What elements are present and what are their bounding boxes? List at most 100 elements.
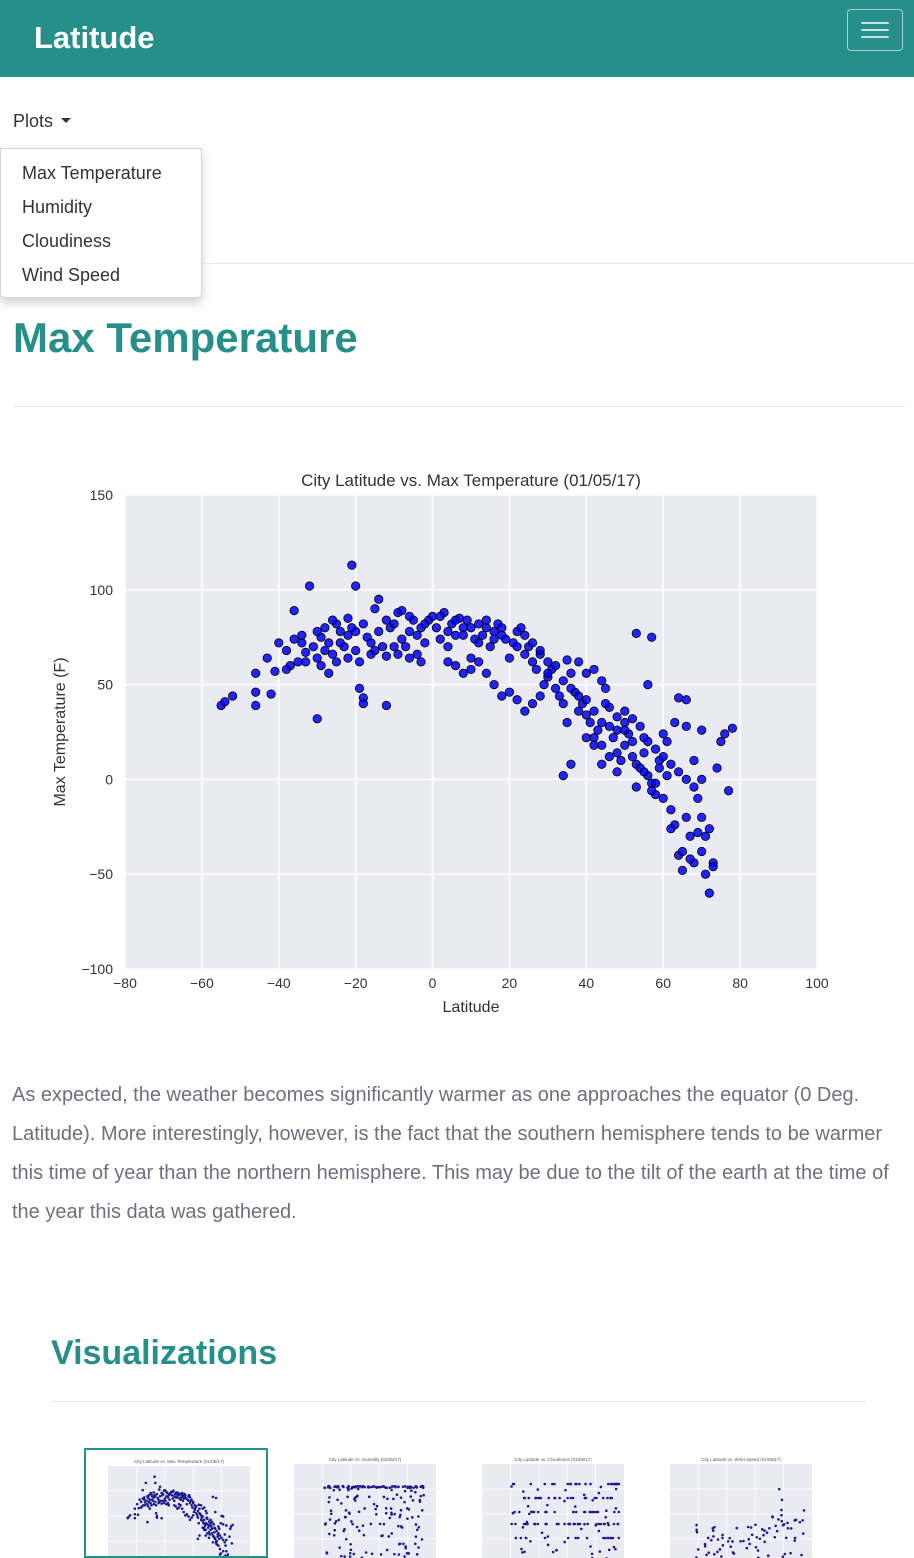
thumbnail-cloudiness[interactable]: City Latitude vs. Cloudiness (01/05/17) — [460, 1448, 644, 1558]
thumbnail-point — [404, 1490, 407, 1493]
thumbnail-point — [697, 1548, 700, 1551]
thumbnail-point — [615, 1488, 618, 1491]
thumbnail-max-temperature[interactable]: City Latitude vs. Max Temperature (01/05… — [84, 1448, 268, 1558]
thumbnail-point — [801, 1519, 804, 1522]
thumbnail-point — [727, 1540, 730, 1543]
scatter-point — [690, 756, 698, 764]
scatter-point — [486, 642, 494, 650]
thumbnail-point — [754, 1523, 757, 1526]
thumbnail-point — [146, 1521, 149, 1524]
thumbnail-point — [190, 1516, 193, 1519]
thumbnail-point — [200, 1504, 203, 1507]
navbar-brand[interactable]: Latitude — [34, 20, 155, 56]
scatter-point — [290, 606, 298, 614]
thumbnail-point — [337, 1485, 340, 1488]
thumbnail-point — [213, 1536, 216, 1539]
thumbnail-point — [197, 1510, 200, 1513]
thumbnail-point — [713, 1553, 716, 1556]
scatter-point — [705, 824, 713, 832]
thumbnail-point — [355, 1496, 358, 1499]
x-tick-label: 20 — [502, 975, 518, 991]
scatter-point — [474, 658, 482, 666]
scatter-point — [436, 612, 444, 620]
thumbnail-point — [173, 1504, 176, 1507]
thumbnail-point — [579, 1523, 582, 1526]
scatter-point — [697, 726, 705, 734]
y-tick-label: −100 — [81, 961, 113, 977]
menu-item-max-temperature[interactable]: Max Temperature — [22, 163, 162, 184]
thumbnail-point — [215, 1542, 218, 1545]
scatter-point — [709, 862, 717, 870]
thumbnail-point — [216, 1535, 219, 1538]
scatter-point — [651, 745, 659, 753]
scatter-point — [351, 627, 359, 635]
scatter-point — [613, 749, 621, 757]
menu-item-wind-speed[interactable]: Wind Speed — [22, 265, 120, 286]
thumbnail-plot-area — [482, 1464, 624, 1558]
thumbnail-point — [617, 1523, 620, 1526]
menu-item-humidity[interactable]: Humidity — [22, 197, 92, 218]
scatter-point — [713, 764, 721, 772]
plot-description: As expected, the weather becomes signifi… — [12, 1076, 912, 1232]
thumbnail-point — [145, 1500, 148, 1503]
scatter-point — [321, 624, 329, 632]
scatter-point — [313, 627, 321, 635]
thumbnail-point — [207, 1526, 210, 1529]
thumbnail-point — [600, 1523, 603, 1526]
thumbnail-point — [340, 1502, 343, 1505]
thumbnail-point — [574, 1537, 577, 1540]
thumbnail-point — [602, 1497, 605, 1500]
thumbnail-point — [418, 1526, 421, 1529]
thumbnail-point — [329, 1518, 332, 1521]
x-tick-label: −60 — [190, 975, 214, 991]
thumbnail-point — [149, 1498, 152, 1501]
thumbnail-point — [421, 1485, 424, 1488]
scatter-point — [467, 665, 475, 673]
thumbnail-point — [182, 1500, 185, 1503]
thumbnail-point — [410, 1486, 413, 1489]
scatter-point — [717, 737, 725, 745]
thumbnail-point — [336, 1498, 339, 1501]
scatter-point — [451, 616, 459, 624]
thumbnail-point — [591, 1499, 594, 1502]
thumbnail-wind-speed[interactable]: City Latitude vs. Wind Speed (01/05/17) — [648, 1448, 832, 1558]
thumbnail-point — [171, 1494, 174, 1497]
scatter-point — [390, 642, 398, 650]
x-tick-label: −40 — [267, 975, 291, 991]
thumbnail-point — [711, 1527, 714, 1530]
thumbnail-point — [143, 1496, 146, 1499]
thumbnail-point — [780, 1509, 783, 1512]
scatter-point — [613, 713, 621, 721]
thumbnail-point — [188, 1494, 191, 1497]
thumbnail-point — [780, 1514, 783, 1517]
thumbnail-humidity[interactable]: City Latitude vs. Humidity (01/05/17) — [272, 1448, 456, 1558]
navbar-toggle-button[interactable] — [847, 9, 903, 51]
thumbnail-point — [220, 1536, 223, 1539]
thumbnail-point — [191, 1506, 194, 1509]
scatter-point — [617, 756, 625, 764]
thumbnail-point — [150, 1504, 153, 1507]
plots-dropdown-toggle[interactable]: Plots — [13, 111, 71, 132]
scatter-point — [444, 627, 452, 635]
thumbnail-point — [598, 1492, 601, 1495]
thumbnail-point — [586, 1537, 589, 1540]
thumbnail-point — [385, 1507, 388, 1510]
menu-item-cloudiness[interactable]: Cloudiness — [22, 231, 111, 252]
thumbnail-point — [144, 1504, 147, 1507]
thumbnail-point — [155, 1504, 158, 1507]
scatter-point — [724, 787, 732, 795]
scatter-point — [355, 684, 363, 692]
thumbnail-point — [214, 1511, 217, 1514]
thumbnail-point — [216, 1530, 219, 1533]
thumbnail-point — [219, 1548, 222, 1551]
thumbnail-point — [193, 1507, 196, 1510]
plots-dropdown-menu: Max Temperature Humidity Cloudiness Wind… — [0, 148, 202, 298]
thumbnail-point — [189, 1519, 192, 1522]
thumbnail-point — [205, 1516, 208, 1519]
scatter-point — [551, 661, 559, 669]
scatter-point — [398, 606, 406, 614]
thumbnail-point — [390, 1532, 393, 1535]
scatter-point — [667, 806, 675, 814]
thumbnail-point — [208, 1536, 211, 1539]
